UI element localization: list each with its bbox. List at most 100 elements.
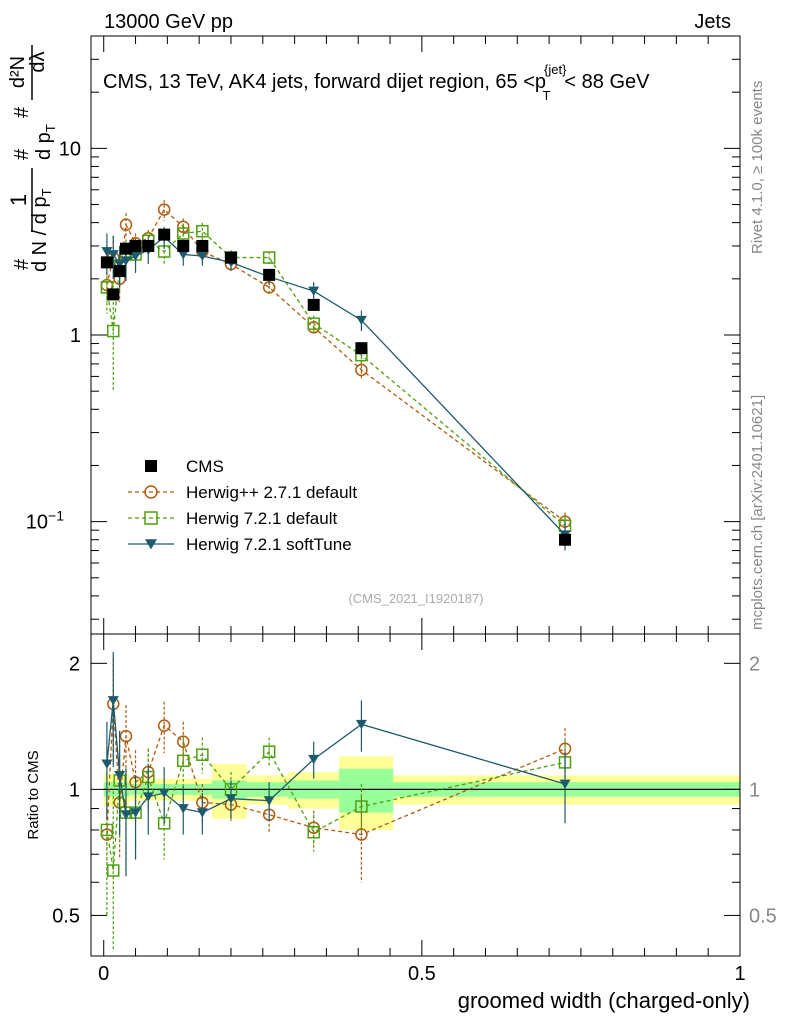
ratio-point xyxy=(119,729,133,743)
legend-marker xyxy=(145,460,157,472)
ylabel-den: d N / d pT xyxy=(29,188,54,272)
legend-entry: Herwig 7.2.1 default xyxy=(128,509,337,528)
y-tick-label: 10−1 xyxy=(26,508,64,534)
legend-marker xyxy=(144,485,158,499)
data-point xyxy=(196,224,209,238)
legend-label: Herwig 7.2.1 default xyxy=(186,509,337,528)
data-point xyxy=(355,315,367,326)
data-point xyxy=(107,288,120,301)
ratio-point xyxy=(196,748,209,761)
series-cms xyxy=(100,228,572,546)
ylabel-frac2-hash: # xyxy=(11,148,33,160)
data-point xyxy=(559,533,572,546)
chart-title: CMS, 13 TeV, AK4 jets, forward dijet reg… xyxy=(103,62,650,103)
ylabel-frac2-den-sub: T xyxy=(43,124,58,132)
ratio-line xyxy=(106,750,566,871)
ratio-point xyxy=(142,792,154,802)
data-point xyxy=(196,239,209,252)
ratio-point xyxy=(158,788,170,798)
ratio-series-herwig-7-2-1-softtune xyxy=(101,651,571,877)
data-point xyxy=(307,317,320,330)
data-point xyxy=(113,265,126,278)
main-ticks: 10−1 1 10 xyxy=(26,35,741,634)
data-point xyxy=(107,250,119,260)
ratio-line xyxy=(106,700,566,816)
legend-entry: Herwig++ 2.7.1 default xyxy=(128,483,357,502)
header-right: Jets xyxy=(694,11,731,33)
ylabel-dlambda: dλ xyxy=(27,51,49,72)
ratio-ylabel: Ratio to CMS xyxy=(25,750,42,839)
legend-label: Herwig 7.2.1 softTune xyxy=(186,535,352,554)
data-point xyxy=(177,250,189,260)
ratio-y-tick-label: 1 xyxy=(69,779,80,801)
ratio-point xyxy=(263,796,275,806)
ylabel-den-main: d N / d p xyxy=(29,196,51,272)
ylabel-one: 1 xyxy=(6,194,31,206)
data-point xyxy=(120,256,132,266)
ylabel-d2n: d²N xyxy=(7,56,29,88)
series-line xyxy=(106,208,566,523)
ratio-point xyxy=(120,810,132,820)
chart-title-sub: T xyxy=(542,88,550,103)
ratio-series xyxy=(100,651,572,952)
data-point xyxy=(177,220,190,234)
ratio-point xyxy=(355,719,367,730)
data-point xyxy=(157,203,171,216)
data-point xyxy=(100,281,114,294)
ratio-point xyxy=(100,823,114,837)
y-tick-exponent: −1 xyxy=(48,508,64,524)
ratio-point xyxy=(157,719,171,732)
data-point xyxy=(308,286,320,296)
main-series xyxy=(100,199,572,551)
main-panel: 10−1 1 10 CMS, 13 TeV, AK4 jets, forward d… xyxy=(26,35,741,635)
data-point xyxy=(307,298,320,311)
main-ylabel: # 1 d N / d pT # d²N # d pT dλ xyxy=(6,45,58,272)
ratio-point xyxy=(307,825,320,839)
data-point xyxy=(196,251,208,261)
legend-entry: CMS xyxy=(145,457,224,476)
data-point xyxy=(158,228,171,241)
data-point xyxy=(130,251,142,261)
ratio-point xyxy=(225,794,237,804)
y-tick-label: 10 xyxy=(59,138,81,160)
ratio-point xyxy=(559,779,571,789)
legend-label: CMS xyxy=(186,457,224,476)
ylabel-frac2-den: d pT xyxy=(33,124,58,160)
data-point xyxy=(119,218,133,231)
chart-title-suffix: < 88 GeV xyxy=(564,71,650,93)
data-point xyxy=(177,227,190,240)
legend: CMS Herwig++ 2.7.1 default Herwig 7.2.1 de… xyxy=(128,457,357,554)
ratio-point xyxy=(101,759,113,769)
ratio-point xyxy=(177,804,189,814)
legend-marker xyxy=(145,539,157,550)
rivet-label: Rivet 4.1.0, ≥ 100k events xyxy=(749,81,766,254)
x-tick-label: 1 xyxy=(734,963,745,985)
ratio-point xyxy=(196,808,208,818)
data-point xyxy=(262,251,276,264)
ratio-point xyxy=(177,735,190,748)
chart-title-sup: {jet} xyxy=(544,62,567,77)
ratio-point xyxy=(114,770,126,781)
data-point xyxy=(107,324,120,338)
x-tick-label: 0.5 xyxy=(408,963,436,985)
data-point xyxy=(101,247,113,257)
data-point xyxy=(263,268,276,281)
ratio-bands xyxy=(103,756,740,830)
data-point xyxy=(129,239,142,252)
data-point xyxy=(119,242,132,255)
mcplots-label: mcplots.cern.ch [arXiv:2401.10621] xyxy=(749,395,766,630)
ylabel-num-hash: # xyxy=(11,106,33,118)
ratio-line xyxy=(106,703,566,836)
ylabel-hash-left: # xyxy=(11,258,33,270)
data-point xyxy=(142,239,155,252)
ratio-y-tick-label-right: 0.5 xyxy=(749,905,777,927)
ratio-y-tick-label-right: 1 xyxy=(749,779,760,801)
data-point xyxy=(224,251,237,264)
x-axis-label: groomed width (charged-only) xyxy=(458,988,750,1013)
legend-label: Herwig++ 2.7.1 default xyxy=(186,483,357,502)
ylabel-den-sub: T xyxy=(39,188,54,196)
data-point xyxy=(100,256,113,269)
ratio-point xyxy=(355,800,368,813)
data-point xyxy=(114,259,126,269)
